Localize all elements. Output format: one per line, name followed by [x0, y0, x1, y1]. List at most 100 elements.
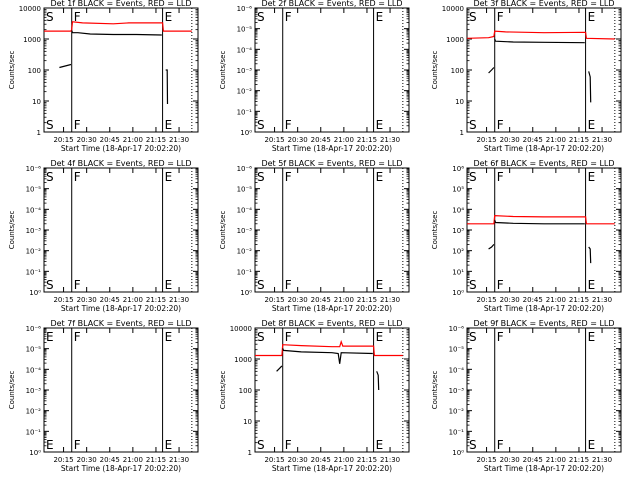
chart-title: Det 2f BLACK = Events, RED = LLD	[261, 0, 402, 8]
y-tick-label: 10⁻⁴	[449, 366, 465, 374]
y-tick-label: 10⁻⁴	[26, 366, 42, 374]
marker-label-bottom: F	[497, 278, 504, 292]
y-tick-label: 1	[248, 449, 252, 457]
marker-label-top: F	[285, 330, 292, 344]
x-tick-label: 20:30	[77, 296, 97, 304]
marker-label-bottom: S	[257, 118, 265, 132]
x-tick-label: 21:00	[546, 456, 566, 464]
y-tick-label: 10⁵	[452, 186, 464, 194]
y-tick-label: 10⁻³	[26, 387, 42, 395]
y-tick-label: 10⁻³	[26, 227, 42, 235]
marker-label-bottom: S	[469, 438, 477, 452]
y-tick-label: 10⁻⁵	[26, 186, 42, 194]
x-tick-label: 20:45	[523, 296, 543, 304]
x-tick-label: 20:15	[264, 136, 284, 144]
x-tick-label: 21:00	[334, 456, 354, 464]
y-tick-label: 100	[28, 67, 41, 75]
events-series-line	[282, 348, 373, 364]
x-tick-label: 20:45	[100, 136, 120, 144]
y-tick-label: 10⁻¹	[237, 268, 253, 276]
events-series-line	[276, 365, 283, 372]
x-tick-label: 21:30	[592, 296, 612, 304]
x-tick-label: 21:15	[357, 296, 377, 304]
x-tick-label: 20:30	[77, 456, 97, 464]
events-series-line	[59, 63, 72, 69]
marker-label-top: E	[46, 330, 54, 344]
y-tick-label: 10⁻²	[237, 248, 253, 256]
marker-label-top: F	[497, 170, 504, 184]
chart-title: Det 3f BLACK = Events, RED = LLD	[473, 0, 614, 8]
chart-title: Det 6f BLACK = Events, RED = LLD	[473, 159, 614, 168]
y-tick-label: 10⁻⁵	[237, 26, 253, 34]
x-tick-label: 21:00	[123, 136, 143, 144]
lld-series-line	[466, 30, 615, 40]
y-tick-label: 10⁻⁶	[26, 325, 42, 333]
x-tick-label: 21:00	[546, 296, 566, 304]
y-tick-label: 10⁻¹	[237, 108, 253, 116]
y-tick-label: 1000	[23, 36, 41, 44]
marker-label-bottom: E	[376, 438, 384, 452]
marker-label-top: F	[74, 330, 81, 344]
y-tick-label: 10⁻²	[237, 88, 253, 96]
plot-frame	[254, 167, 410, 293]
marker-label-bottom: E	[588, 278, 596, 292]
x-axis-label: Start Time (18-Apr-17 20:02:20)	[61, 144, 181, 153]
y-axis-label: Counts/sec	[219, 211, 227, 250]
marker-label-top: E	[165, 170, 173, 184]
plot-frame	[43, 7, 199, 133]
y-tick-label: 10⁻³	[237, 227, 253, 235]
marker-label-bottom: E	[588, 118, 596, 132]
y-tick-label: 10⁶	[452, 165, 464, 173]
chart-panel-8: Det 8f BLACK = Events, RED = LLD 1 10 100 10…	[219, 319, 410, 473]
y-tick-label: 10⁻³	[449, 387, 465, 395]
x-tick-label: 20:45	[311, 296, 331, 304]
plot-frame	[254, 7, 410, 133]
marker-label-bottom: E	[588, 438, 596, 452]
marker-label-top: S	[46, 170, 54, 184]
marker-label-top: F	[285, 10, 292, 24]
marker-label-top: E	[376, 170, 384, 184]
marker-label-bottom: E	[46, 438, 54, 452]
x-tick-label: 21:15	[357, 456, 377, 464]
marker-label-bottom: S	[257, 438, 265, 452]
marker-label-top: E	[588, 330, 596, 344]
x-axis-label: Start Time (18-Apr-17 20:02:20)	[484, 304, 604, 313]
y-tick-label: 100	[239, 387, 252, 395]
y-tick-label: 10000	[442, 5, 464, 13]
x-tick-label: 20:30	[500, 296, 520, 304]
y-tick-label: 10²	[452, 248, 464, 256]
marker-label-top: F	[74, 170, 81, 184]
y-tick-label: 10⁻²	[26, 408, 42, 416]
x-tick-label: 20:45	[311, 456, 331, 464]
x-tick-label: 20:15	[476, 296, 496, 304]
chart-title: Det 9f BLACK = Events, RED = LLD	[473, 319, 614, 328]
x-tick-label: 20:30	[500, 456, 520, 464]
x-tick-label: 20:15	[476, 136, 496, 144]
chart-panel-2: Det 2f BLACK = Events, RED = LLD 10⁰ 10⁻¹ 1…	[219, 0, 410, 153]
marker-label-top: F	[74, 10, 81, 24]
marker-label-bottom: F	[74, 278, 81, 292]
x-tick-label: 20:30	[288, 296, 308, 304]
y-tick-label: 10⁻²	[26, 248, 42, 256]
y-tick-label: 10000	[230, 325, 252, 333]
marker-label-bottom: F	[285, 278, 292, 292]
x-tick-label: 20:45	[311, 136, 331, 144]
x-tick-label: 20:30	[77, 136, 97, 144]
y-tick-label: 10³	[452, 227, 464, 235]
marker-label-bottom: F	[74, 438, 81, 452]
events-series-line	[494, 38, 585, 44]
y-axis-label: Counts/sec	[219, 51, 227, 90]
x-axis-label: Start Time (18-Apr-17 20:02:20)	[272, 144, 392, 153]
marker-label-top: S	[469, 330, 477, 344]
x-tick-label: 21:15	[357, 136, 377, 144]
x-tick-label: 20:45	[523, 136, 543, 144]
y-tick-label: 10⁻⁶	[26, 165, 42, 173]
plot-frame	[466, 7, 622, 133]
marker-label-top: S	[257, 330, 265, 344]
y-tick-label: 10⁰	[29, 449, 41, 457]
chart-panel-3: Det 3f BLACK = Events, RED = LLD 1 10 100 10…	[431, 0, 622, 153]
x-tick-label: 21:30	[592, 456, 612, 464]
y-tick-label: 10⁻³	[237, 67, 253, 75]
y-tick-label: 10⁻²	[449, 408, 465, 416]
